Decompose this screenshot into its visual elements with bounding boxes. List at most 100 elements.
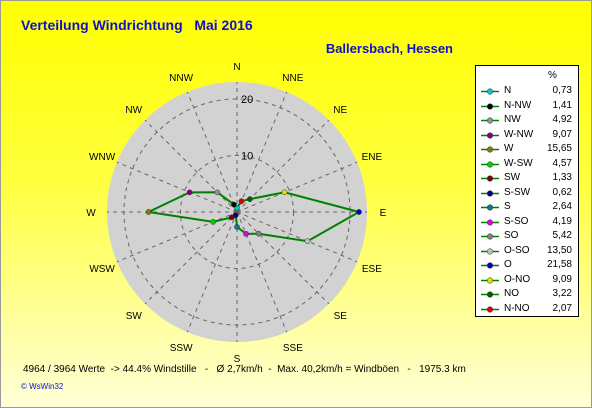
direction-label-e: E	[380, 208, 387, 219]
direction-label-wnw: WNW	[89, 152, 116, 163]
grid-spoke-nw	[144, 119, 238, 213]
location-label: Ballersbach, Hessen	[325, 41, 453, 56]
legend-label: W-NW	[504, 128, 534, 140]
legend-item: N-NW 1,41	[476, 99, 580, 114]
data-point-s	[234, 224, 240, 230]
legend-value: 0,62	[552, 186, 572, 198]
legend-item: O-NO 9,09	[476, 273, 580, 288]
legend-label: W-SW	[504, 157, 533, 169]
grid-spoke-wnw	[116, 161, 238, 213]
legend-value: 4,19	[552, 215, 572, 227]
grid-spoke-se	[236, 211, 330, 305]
grid-spoke-wsw	[116, 211, 238, 263]
legend-item: W 15,65	[476, 142, 580, 157]
legend-value: 4,57	[552, 157, 572, 169]
direction-label-wsw: WSW	[89, 264, 115, 275]
grid-spoke-ese	[236, 211, 358, 263]
data-point-sse	[243, 231, 249, 237]
legend-label: S-SO	[504, 215, 529, 227]
data-point-ese	[304, 238, 311, 245]
grid-spoke-ne	[236, 119, 330, 213]
grid-spoke-nne	[236, 91, 288, 213]
legend-value: 4,92	[552, 114, 572, 125]
software-credit: © WsWin32	[21, 382, 64, 391]
legend-value: 13,50	[546, 244, 572, 256]
legend-item: NW 4,92	[476, 113, 580, 128]
grid-spoke-ene	[236, 161, 358, 213]
footer-stats: 4964 / 3964 Werte -> 44.4% Windstille - …	[23, 364, 466, 375]
legend-swatch	[481, 131, 499, 139]
legend-value: 9,09	[552, 273, 572, 285]
legend-value: 3,22	[552, 288, 572, 299]
direction-label-ese: ESE	[362, 264, 382, 275]
legend-item: SW 1,33	[476, 171, 580, 186]
grid-spoke-ssw	[186, 211, 238, 333]
legend-label: NO	[504, 288, 519, 299]
data-point-nw	[214, 189, 221, 196]
legend-value: 0,73	[552, 85, 572, 96]
legend-item: W-SW 4,57	[476, 157, 580, 172]
legend-swatch	[481, 146, 499, 153]
legend-swatch	[481, 88, 499, 95]
legend-swatch	[481, 276, 499, 284]
data-point-nnw	[231, 201, 237, 208]
data-point-nne	[238, 198, 245, 205]
direction-label-nw: NW	[125, 105, 142, 116]
legend-item: S-SW 0,62	[476, 186, 580, 201]
legend-unit: %	[548, 70, 557, 81]
direction-label-sse: SSE	[283, 343, 303, 354]
legend-swatch	[481, 233, 499, 240]
grid-spoke-sw	[144, 211, 238, 305]
direction-label-ssw: SSW	[170, 343, 193, 354]
legend: % N 0,73 N-NW 1,41 NW 4,92 W-NW 9,07 W 15,65 W-SW 4…	[475, 65, 579, 317]
legend-value: 1,41	[552, 99, 572, 111]
grid-spoke-sse	[236, 211, 288, 333]
legend-item: SO 5,42	[476, 229, 580, 244]
data-point-wnw	[186, 189, 193, 196]
legend-label: N	[504, 85, 512, 96]
data-point-sw	[228, 214, 235, 221]
legend-value: 2,64	[552, 201, 572, 212]
legend-item: O 21,58	[476, 258, 580, 273]
legend-label: SW	[504, 172, 521, 183]
legend-value: 1,33	[552, 172, 572, 183]
legend-label: O-SO	[504, 244, 530, 256]
legend-swatch	[481, 291, 499, 298]
ring-label-20: 20	[241, 94, 253, 106]
data-point-w	[145, 209, 152, 215]
direction-label-n: N	[233, 62, 240, 73]
legend-swatch	[481, 262, 499, 269]
legend-swatch	[481, 175, 499, 182]
direction-label-ene: ENE	[362, 152, 383, 163]
chart-title: Verteilung Windrichtung Mai 2016	[21, 17, 253, 33]
legend-swatch	[481, 102, 499, 110]
legend-value: 9,07	[552, 128, 572, 140]
legend-item: S 2,64	[476, 200, 580, 215]
legend-label: O	[504, 259, 512, 270]
direction-label-w: W	[86, 208, 96, 219]
legend-swatch	[481, 218, 499, 226]
legend-swatch	[481, 160, 499, 168]
legend-item: O-SO 13,50	[476, 244, 580, 259]
direction-label-se: SE	[334, 311, 348, 322]
legend-item: W-NW 9,07	[476, 128, 580, 143]
direction-label-sw: SW	[126, 311, 143, 322]
legend-label: W	[504, 143, 514, 154]
legend-item: N 0,73	[476, 84, 580, 99]
legend-label: SO	[504, 230, 519, 241]
data-point-ene	[281, 189, 288, 196]
legend-value: 15,65	[546, 143, 572, 154]
legend-item: S-SO 4,19	[476, 215, 580, 230]
data-point-ne	[247, 196, 253, 202]
direction-label-nnw: NNW	[169, 73, 193, 84]
data-point-wsw	[210, 219, 216, 225]
legend-value: 2,07	[552, 302, 572, 314]
legend-item: NO 3,22	[476, 287, 580, 302]
legend-swatch	[481, 247, 499, 255]
legend-value: 21,58	[546, 259, 572, 270]
legend-label: N-NO	[504, 302, 530, 314]
direction-label-ne: NE	[333, 105, 347, 116]
direction-label-s: S	[234, 354, 241, 365]
legend-label: NW	[504, 114, 521, 125]
